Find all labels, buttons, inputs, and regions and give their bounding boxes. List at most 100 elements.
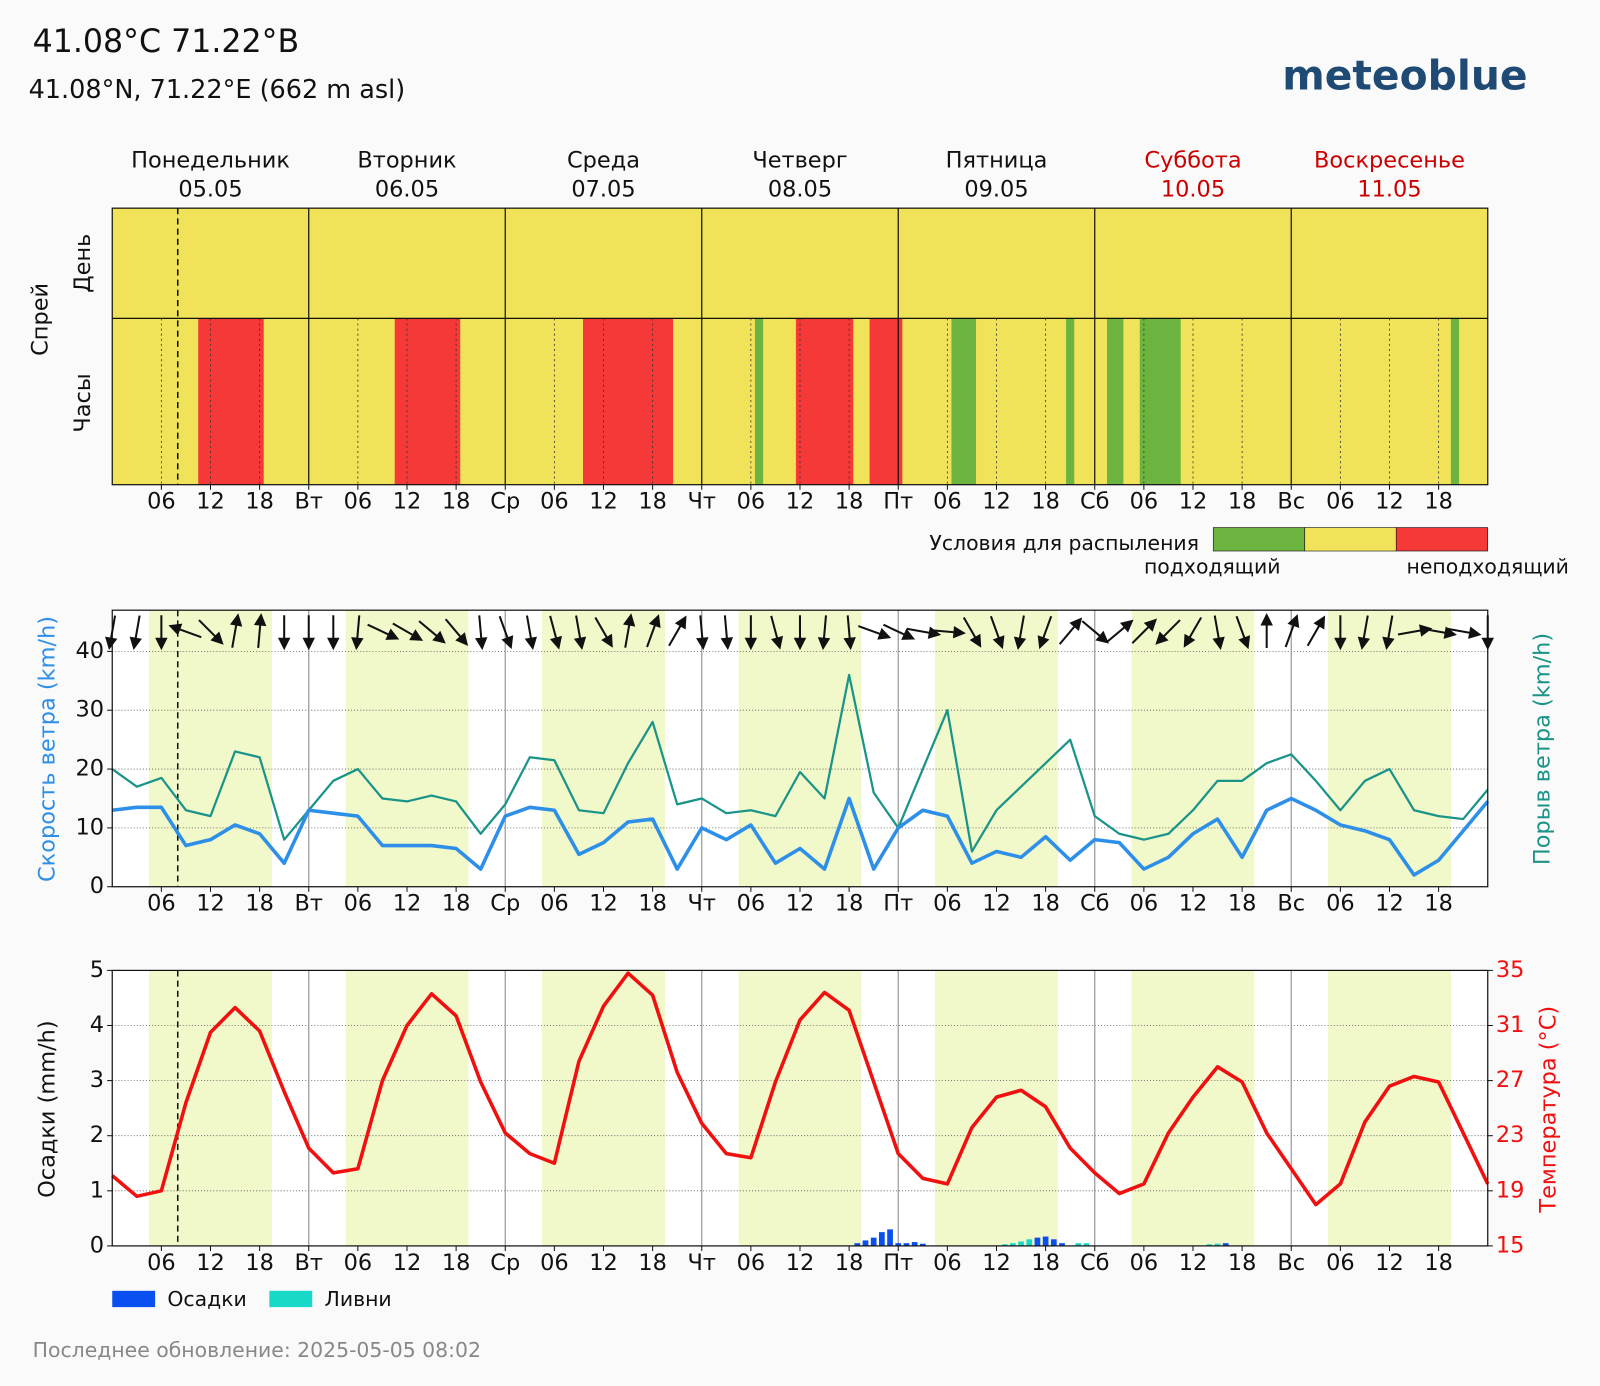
x-tick-label: 18 [245, 1250, 274, 1276]
x-tick-label: 06 [1130, 891, 1159, 917]
x-tick-label: 06 [1326, 891, 1355, 917]
wind-arrow [857, 625, 892, 640]
wind-arrow [1446, 626, 1482, 639]
wind-arrow [989, 615, 1005, 650]
y-axis-label: Спрей [27, 283, 53, 356]
wind-arrow [1235, 615, 1251, 650]
x-tick-label: 18 [1424, 1250, 1453, 1276]
precip-bar [1083, 1243, 1090, 1246]
wind-arrow [744, 615, 758, 651]
y2-tick-label: 31 [1496, 1012, 1525, 1038]
x-tick-label: 18 [442, 891, 471, 917]
day-name: Среда [567, 148, 640, 174]
day-cell [898, 208, 1095, 319]
daylight-band [1131, 970, 1255, 1246]
x-tick-label: 12 [393, 489, 422, 515]
subtitle: 41.08°N, 71.22°E (662 m asl) [29, 75, 406, 105]
legend-label: Осадки [167, 1287, 246, 1311]
x-tick-label: 06 [933, 1250, 962, 1276]
day-cell [1094, 208, 1292, 319]
x-tick-label: 18 [638, 489, 667, 515]
x-tick-label: 06 [344, 1250, 373, 1276]
y-axis-label: Скорость ветра (km/h) [34, 616, 60, 882]
wind-arrow [549, 615, 562, 650]
wind-arrow [1155, 619, 1181, 645]
daylight-band [542, 610, 665, 887]
y-tick-label: 40 [76, 638, 105, 664]
day-name: Понедельник [131, 148, 290, 174]
hour-segment [198, 318, 264, 485]
x-tick-label: 18 [1031, 489, 1060, 515]
x-tick-label: 18 [835, 891, 864, 917]
y-tick-label: 30 [76, 697, 105, 723]
x-tick-label: 18 [442, 489, 471, 515]
hour-segment [1450, 318, 1460, 485]
legend-swatch [269, 1290, 313, 1308]
precip-bar [870, 1237, 877, 1246]
x-tick-label: 06 [1326, 1250, 1355, 1276]
wind-arrow [1284, 614, 1300, 648]
x-tick-label: 12 [196, 1250, 225, 1276]
day-date: 10.05 [1161, 176, 1225, 202]
x-tick-label: 18 [245, 489, 274, 515]
y-tick-label: 0 [90, 1232, 104, 1258]
x-tick-label: 12 [393, 1250, 422, 1276]
y-tick-label: 1 [90, 1177, 104, 1203]
wind-arrow [594, 616, 613, 648]
footer: Последнее обновление: 2025-05-05 08:02 [33, 1338, 481, 1362]
day-name: Четверг [752, 148, 847, 174]
x-tick-label: 06 [540, 891, 569, 917]
x-tick-label: 06 [737, 489, 766, 515]
daylight-band [345, 970, 469, 1246]
x-tick-label: 06 [1130, 489, 1159, 515]
x-tick-label: Вс [1277, 891, 1305, 917]
row-label: День [70, 234, 96, 293]
legend-swatch [1395, 527, 1489, 552]
precip-bar [862, 1240, 869, 1246]
legend-label: неподходящий [1407, 554, 1569, 578]
x-tick-label: 06 [540, 1250, 569, 1276]
hour-segment [1107, 318, 1124, 485]
wind-arrow [1106, 619, 1134, 643]
wind-arrow [720, 615, 734, 651]
y-tick-label: 10 [76, 814, 105, 840]
temperature-line [111, 971, 1490, 1207]
wind-line [112, 796, 1490, 877]
x-tick-label: 06 [737, 1250, 766, 1276]
x-tick-label: 12 [1179, 1250, 1208, 1276]
wind-arrow [1306, 615, 1326, 647]
wind-arrow [351, 615, 364, 651]
x-tick-label: 12 [786, 1250, 815, 1276]
legend-title: Условия для распыления [929, 531, 1199, 555]
y-tick-label: 20 [76, 756, 105, 782]
y2-tick-label: 15 [1496, 1232, 1525, 1258]
x-tick-label: 18 [638, 1250, 667, 1276]
x-tick-label: 12 [1179, 891, 1208, 917]
x-tick-label: Вс [1277, 1250, 1305, 1276]
daylight-band [1131, 610, 1255, 887]
y2-axis-label: Порыв ветра (km/h) [1529, 633, 1555, 865]
wind-arrow [229, 613, 243, 648]
precip-bar [903, 1243, 910, 1246]
x-tick-label: 18 [1424, 891, 1453, 917]
plot-frame [111, 207, 1489, 486]
precip-bar [1059, 1243, 1065, 1246]
x-tick-label: 06 [540, 489, 569, 515]
x-tick-label: Вт [295, 1250, 323, 1276]
wind-arrow [931, 625, 966, 639]
wind-arrow [1212, 615, 1225, 650]
title: 41.08°C 71.22°B [33, 24, 300, 60]
day-date: 05.05 [178, 176, 242, 202]
x-tick-label: Вт [295, 489, 323, 515]
x-tick-label: 12 [393, 891, 422, 917]
precip-bar [911, 1242, 918, 1246]
wind-arrow [696, 615, 709, 651]
hour-segment [1139, 318, 1181, 485]
x-tick-label: Чт [688, 891, 716, 917]
x-tick-label: 18 [1228, 891, 1257, 917]
y2-tick-label: 27 [1496, 1067, 1525, 1093]
x-tick-label: Вт [295, 891, 323, 917]
daylight-band [542, 970, 665, 1246]
x-tick-label: 12 [196, 891, 225, 917]
wind-arrow [1357, 615, 1371, 650]
